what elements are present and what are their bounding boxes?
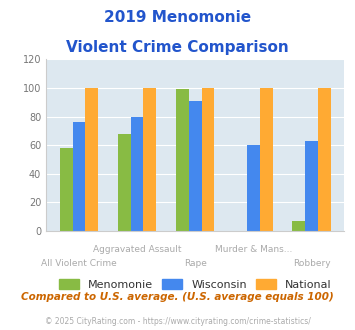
Text: Violent Crime Comparison: Violent Crime Comparison: [66, 40, 289, 54]
Text: All Violent Crime: All Violent Crime: [41, 259, 117, 268]
Bar: [189, 101, 202, 231]
Text: 2019 Menomonie: 2019 Menomonie: [104, 10, 251, 25]
Bar: [143, 88, 156, 231]
Bar: [118, 134, 131, 231]
Text: Robbery: Robbery: [293, 259, 331, 268]
Bar: [247, 145, 260, 231]
Legend: Menomonie, Wisconsin, National: Menomonie, Wisconsin, National: [55, 274, 335, 294]
Text: Murder & Mans...: Murder & Mans...: [215, 245, 292, 254]
Bar: [176, 89, 189, 231]
Bar: [293, 221, 305, 231]
Bar: [202, 88, 214, 231]
Bar: [85, 88, 98, 231]
Bar: [60, 148, 72, 231]
Bar: [318, 88, 331, 231]
Bar: [260, 88, 273, 231]
Bar: [72, 122, 85, 231]
Bar: [131, 116, 143, 231]
Text: © 2025 CityRating.com - https://www.cityrating.com/crime-statistics/: © 2025 CityRating.com - https://www.city…: [45, 317, 310, 326]
Text: Rape: Rape: [184, 259, 207, 268]
Text: Aggravated Assault: Aggravated Assault: [93, 245, 181, 254]
Text: Compared to U.S. average. (U.S. average equals 100): Compared to U.S. average. (U.S. average …: [21, 292, 334, 302]
Bar: [305, 141, 318, 231]
